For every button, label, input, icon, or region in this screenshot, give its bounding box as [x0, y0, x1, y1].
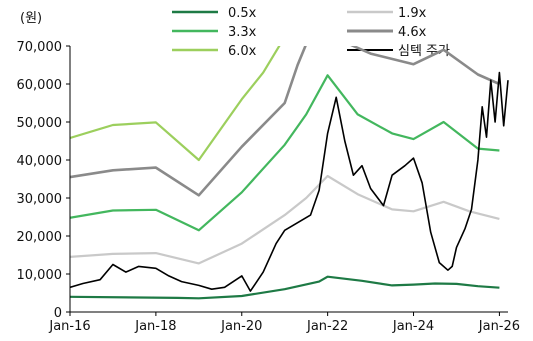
- series-line-5: [70, 71, 509, 292]
- legend-label-5: 심텍 주가: [398, 44, 450, 59]
- y-tick-label: 70,000: [17, 40, 63, 55]
- y-tick-label: 40,000: [17, 154, 63, 169]
- legend: 0.5x 1.9x 3.3x 4.6x 6.0x 심텍 주가: [172, 6, 450, 59]
- legend-label-3: 4.6x: [398, 25, 427, 40]
- legend-label-2: 3.3x: [228, 25, 257, 40]
- legend-label-4: 6.0x: [228, 44, 257, 59]
- x-tick-label: Jan-26: [478, 319, 520, 334]
- x-tick-label: Jan-20: [220, 319, 262, 334]
- series-line-0: [70, 275, 500, 300]
- x-tick-label: Jan-16: [48, 319, 90, 334]
- series-line-4: [70, 46, 281, 162]
- y-tick-label: 30,000: [17, 192, 63, 207]
- y-tick-label: 60,000: [17, 78, 63, 93]
- x-tick-label: Jan-24: [392, 319, 434, 334]
- y-tick-label: 0: [54, 306, 62, 321]
- legend-label-1: 1.9x: [398, 6, 427, 21]
- axes: 70,000 60,000 50,000 40,000 30,000 20,000 10,0…: [17, 40, 521, 334]
- y-axis-unit-label: (원): [20, 11, 42, 26]
- legend-label-0: 0.5x: [228, 6, 257, 21]
- series-line-3: [70, 46, 500, 197]
- series-line-2: [70, 74, 500, 232]
- x-tick-label: Jan-22: [306, 319, 348, 334]
- plot-area: [70, 46, 509, 300]
- y-tick-label: 50,000: [17, 116, 63, 131]
- x-tick-label: Jan-18: [134, 319, 176, 334]
- series-line-1: [70, 174, 500, 265]
- y-tick-label: 10,000: [17, 268, 63, 283]
- y-tick-label: 20,000: [17, 230, 63, 245]
